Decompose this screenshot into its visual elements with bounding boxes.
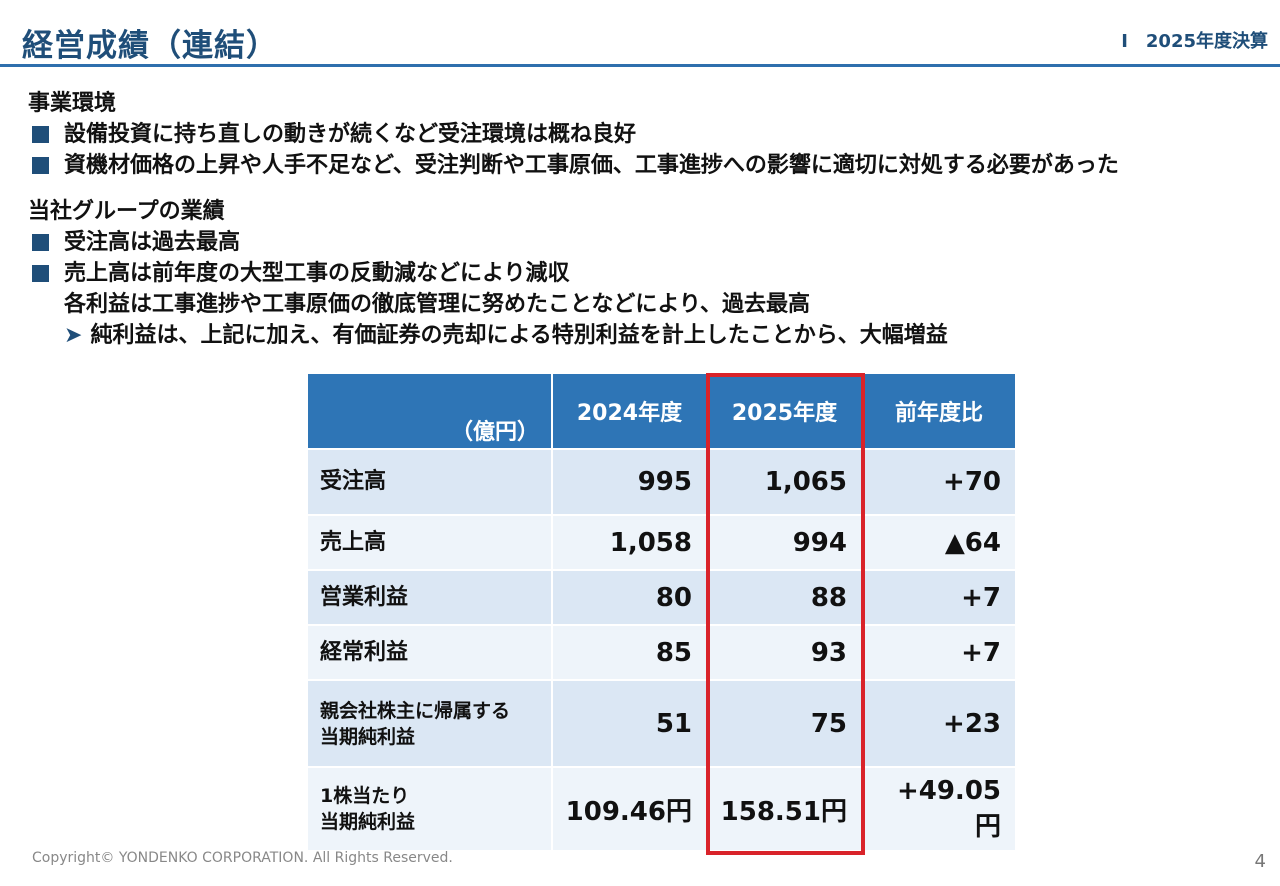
column-header-2025: 2025年度 xyxy=(706,372,863,450)
results-table: （億円） 2024年度 2025年度 前年度比 受注高 995 1,065 +7… xyxy=(306,372,1017,852)
arrow-right-icon: ➤ xyxy=(64,323,83,348)
square-bullet-icon xyxy=(32,157,49,174)
value-2025: 994 xyxy=(706,514,863,571)
bullet-item: 設備投資に持ち直しの動きが続くなど受注環境は概ね良好 xyxy=(28,119,1268,150)
arrow-note: ➤ 純利益は、上記に加え、有価証券の売却による特別利益を計上したことから、大幅増益 xyxy=(28,320,1268,351)
value-2024: 80 xyxy=(551,569,708,626)
value-diff: +7 xyxy=(861,569,1017,626)
value-2025: 88 xyxy=(706,569,863,626)
value-2024: 85 xyxy=(551,624,708,681)
table-row: 経常利益 85 93 +7 xyxy=(306,624,1017,681)
environment-heading: 事業環境 xyxy=(28,91,117,116)
square-bullet-icon xyxy=(32,265,49,282)
table-row: 営業利益 80 88 +7 xyxy=(306,569,1017,626)
copyright: Copyright© YONDENKO CORPORATION. All Rig… xyxy=(32,850,453,866)
value-2025: 158.51円 xyxy=(706,766,863,852)
value-diff: +49.05円 xyxy=(861,766,1017,852)
value-2024: 51 xyxy=(551,679,708,768)
row-label-line: 1株当たり xyxy=(320,785,410,807)
table-row: 親会社株主に帰属する 当期純利益 51 75 +23 xyxy=(306,679,1017,768)
table-header-row: （億円） 2024年度 2025年度 前年度比 xyxy=(306,372,1017,450)
slide-title: 経営成績（連結） xyxy=(22,28,278,64)
value-2025: 93 xyxy=(706,624,863,681)
arrow-note-text: 純利益は、上記に加え、有価証券の売却による特別利益を計上したことから、大幅増益 xyxy=(90,323,948,348)
table-row: 1株当たり 当期純利益 109.46円 158.51円 +49.05円 xyxy=(306,766,1017,852)
value-2024: 1,058 xyxy=(551,514,708,571)
unit-header: （億円） xyxy=(306,372,553,450)
value-2025: 75 xyxy=(706,679,863,768)
row-label: 営業利益 xyxy=(306,569,553,626)
bullet-item: 受注高は過去最高 xyxy=(28,227,1268,258)
value-diff: ▲64 xyxy=(861,514,1017,571)
value-diff: +70 xyxy=(861,448,1017,516)
square-bullet-icon xyxy=(32,126,49,143)
bullet-text: 売上高は前年度の大型工事の反動減などにより減収 xyxy=(64,261,570,286)
table-row: 受注高 995 1,065 +70 xyxy=(306,448,1017,516)
performance-heading: 当社グループの業績 xyxy=(28,199,225,224)
value-diff: +7 xyxy=(861,624,1017,681)
column-header-2024: 2024年度 xyxy=(551,372,708,450)
bullet-item: 売上高は前年度の大型工事の反動減などにより減収 xyxy=(28,258,1268,289)
value-2024: 109.46円 xyxy=(551,766,708,852)
bullet-text: 受注高は過去最高 xyxy=(64,230,241,255)
section-label: Ⅰ 2025年度決算 xyxy=(1121,31,1268,52)
title-divider xyxy=(0,64,1280,67)
row-label: 親会社株主に帰属する 当期純利益 xyxy=(306,679,553,768)
bullet-continuation: 各利益は工事進捗や工事原価の徹底管理に努めたことなどにより、過去最高 xyxy=(64,292,811,317)
value-2024: 995 xyxy=(551,448,708,516)
bullet-item: 資機材価格の上昇や人手不足など、受注判断や工事原価、工事進捗への影響に適切に対処… xyxy=(28,150,1268,181)
row-label: 売上高 xyxy=(306,514,553,571)
value-diff: +23 xyxy=(861,679,1017,768)
column-header-diff: 前年度比 xyxy=(861,372,1017,450)
row-label-line: 親会社株主に帰属する xyxy=(320,699,511,722)
row-label-line: 当期純利益 xyxy=(320,725,416,748)
square-bullet-icon xyxy=(32,234,49,251)
value-2025: 1,065 xyxy=(706,448,863,516)
body-text: 事業環境 設備投資に持ち直しの動きが続くなど受注環境は概ね良好 資機材価格の上昇… xyxy=(28,88,1268,351)
row-label: 受注高 xyxy=(306,448,553,516)
bullet-text: 資機材価格の上昇や人手不足など、受注判断や工事原価、工事進捗への影響に適切に対処… xyxy=(64,153,1119,178)
bullet-text: 設備投資に持ち直しの動きが続くなど受注環境は概ね良好 xyxy=(64,122,637,147)
row-label: 経常利益 xyxy=(306,624,553,681)
row-label: 1株当たり 当期純利益 xyxy=(306,766,553,852)
page-number: 4 xyxy=(1254,851,1266,872)
table-row: 売上高 1,058 994 ▲64 xyxy=(306,514,1017,571)
row-label-line: 当期純利益 xyxy=(320,811,416,833)
